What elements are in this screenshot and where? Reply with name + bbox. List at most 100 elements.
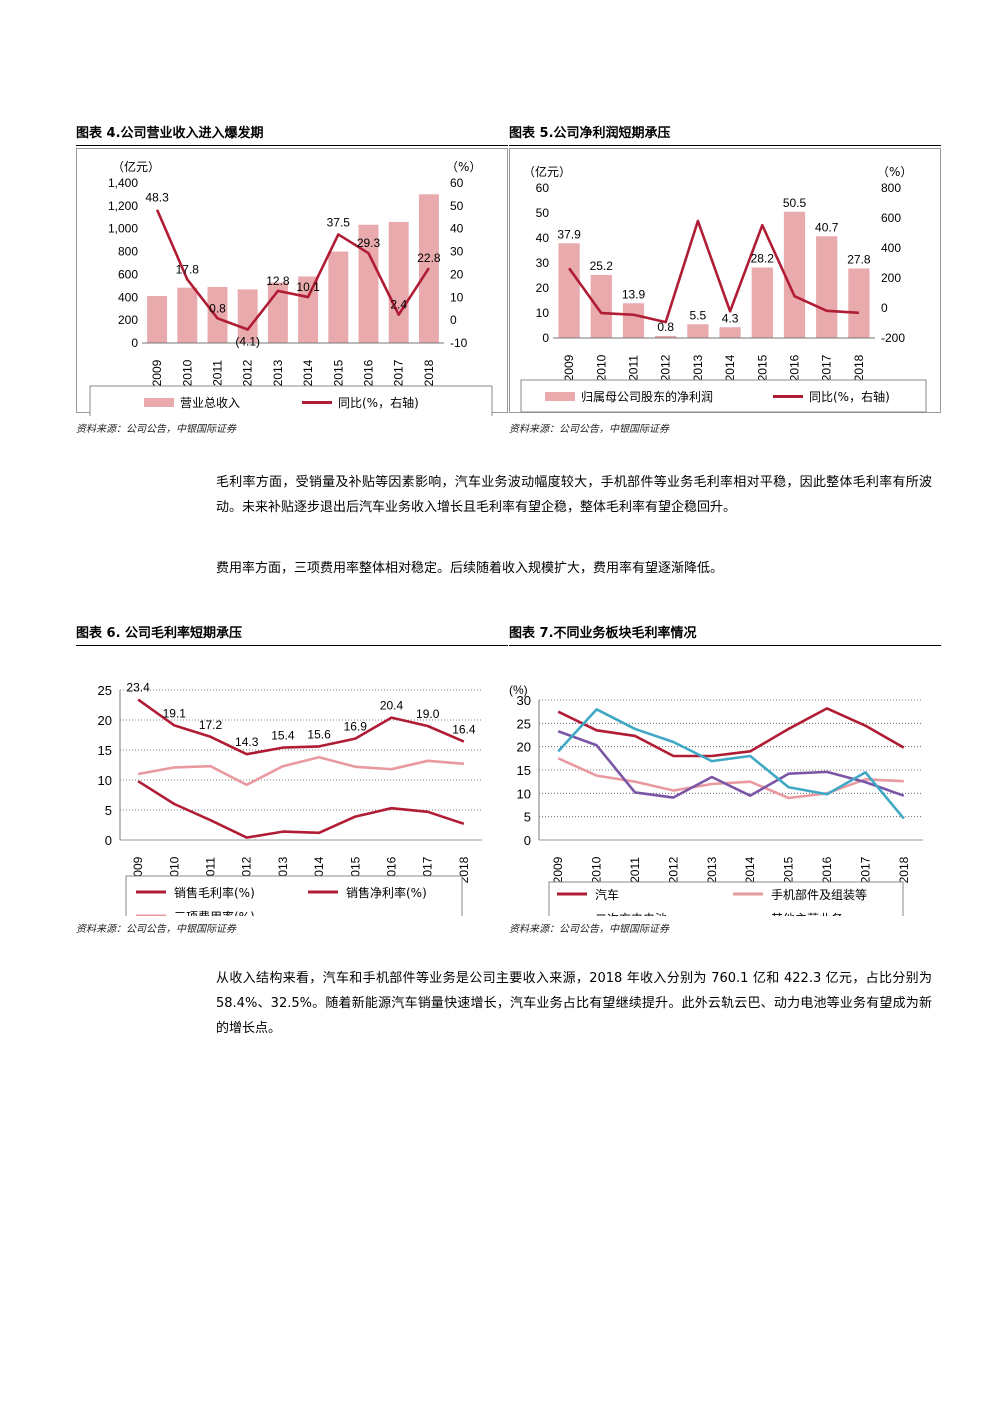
- data-label: 28.2: [751, 252, 775, 266]
- legend-bar-swatch: [144, 398, 174, 407]
- right-tick-label: 0: [450, 313, 457, 327]
- x-tick-label: 2012: [659, 354, 673, 381]
- right-tick-label: -200: [881, 331, 905, 345]
- x-tick-label: 2009: [562, 354, 576, 381]
- x-tick-label: 2011: [211, 360, 225, 386]
- right-tick-label: 20: [450, 267, 464, 281]
- x-tick-label: 2010: [180, 359, 194, 386]
- figure-4-source: 资料来源：公司公告，中银国际证券: [76, 424, 236, 435]
- bar: [848, 268, 870, 338]
- legend-bar-label: 归属母公司股东的净利润: [581, 389, 713, 404]
- y-tick-label: 10: [517, 786, 531, 801]
- bar: [207, 287, 228, 343]
- x-tick-label: 2015: [755, 354, 769, 381]
- y-tick-label: 30: [517, 693, 531, 708]
- left-tick-label: 800: [118, 245, 138, 259]
- left-tick-label: 0: [131, 336, 138, 350]
- right-tick-label: 40: [450, 222, 464, 236]
- left-tick-label: 60: [536, 181, 550, 195]
- legend-bar-swatch: [545, 392, 575, 401]
- x-tick-label: 2015: [782, 856, 796, 883]
- left-tick-label: 200: [118, 313, 138, 327]
- bar: [298, 276, 319, 343]
- right-axis-unit: （%）: [877, 165, 912, 179]
- series-line-3: [557, 708, 905, 820]
- data-label: 19.1: [163, 706, 187, 720]
- paragraph-revenue-structure: 从收入结构来看，汽车和手机部件等业务是公司主要收入来源，2018 年收入分别为 …: [216, 966, 932, 1041]
- y-tick-label: 20: [517, 740, 531, 755]
- left-tick-label: 10: [536, 306, 550, 320]
- data-label: 16.4: [452, 723, 476, 737]
- right-tick-label: 200: [881, 271, 901, 285]
- x-tick-label: 2011: [628, 857, 642, 883]
- bar: [237, 289, 258, 343]
- x-tick-label: 2017: [820, 354, 834, 381]
- right-tick-label: 0: [881, 301, 888, 315]
- y-tick-label: 10: [98, 773, 112, 788]
- figure-5-chart: （亿元） （%） 0 10 20 30 40 50 60 -200 0 200 400 600 800 37.…: [509, 148, 941, 413]
- data-label: 50.5: [783, 196, 807, 210]
- y-tick-label: 20: [98, 713, 112, 728]
- paragraph-revenue-structure-text: 从收入结构来看，汽车和手机部件等业务是公司主要收入来源，2018 年收入分别为 …: [216, 971, 932, 1036]
- x-tick-label: 2017: [392, 359, 406, 386]
- legend-label: 其他主营业务: [771, 911, 843, 916]
- bar: [816, 236, 838, 338]
- left-tick-label: 1,400: [108, 176, 138, 190]
- left-tick-label: 1,000: [108, 222, 138, 236]
- x-tick-label: 2014: [301, 359, 315, 386]
- x-tick-label: 2013: [691, 354, 705, 381]
- legend-box: [548, 881, 904, 916]
- data-label: 37.9: [557, 227, 581, 241]
- figure-6-source: 资料来源：公司公告，中银国际证券: [76, 924, 236, 935]
- paragraph-expense-ratio-text: 费用率方面，三项费用率整体相对稳定。后续随着收入规模扩大，费用率有望逐渐降低。: [216, 561, 724, 576]
- right-tick-label: 60: [450, 176, 464, 190]
- bar: [147, 296, 168, 343]
- data-label: 0.8: [657, 320, 674, 334]
- figure-5-source: 资料来源：公司公告，中银国际证券: [509, 424, 669, 435]
- data-label: 10.1: [296, 280, 320, 294]
- x-tick-label: 2009: [150, 359, 164, 386]
- legend-label: 二次充电电池: [595, 911, 667, 916]
- data-label: 0.8: [209, 301, 226, 315]
- y-tick-label: 25: [98, 683, 112, 698]
- left-tick-label: 50: [536, 206, 550, 220]
- data-label: 25.2: [590, 259, 614, 273]
- left-tick-label: 1,200: [108, 199, 138, 213]
- data-label: 37.5: [327, 215, 351, 229]
- figure-7-title: 图表 7.不同业务板块毛利率情况: [509, 626, 941, 646]
- figure-5: 图表 5.公司净利润短期承压 （亿元） （%） 0 10 20 30 40 50 60 -200 0…: [509, 126, 941, 435]
- x-tick-label: 2018: [852, 354, 866, 381]
- right-tick-label: 800: [881, 181, 901, 195]
- figure-4-chart: （亿元） （%） 0 200 400 600 800 1,000 1,200 1,400 -10 0 1…: [76, 148, 508, 416]
- legend-box: [125, 875, 463, 916]
- paragraph-gross-margin: 毛利率方面，受销量及补贴等因素影响，汽车业务波动幅度较大，手机部件等业务毛利率相…: [216, 470, 932, 520]
- bar: [783, 211, 806, 338]
- data-label: 5.5: [690, 308, 707, 322]
- bar: [687, 324, 709, 338]
- right-tick-label: 30: [450, 245, 464, 259]
- legend-label: 销售毛利率(%): [174, 885, 255, 900]
- bar: [558, 243, 580, 338]
- figure-4: 图表 4.公司营业收入进入爆发期 （亿元） （%） 0 200 400 600 800 1,0…: [76, 126, 508, 435]
- figure-7-chart: (%) 0 5 10 15 20 25 30 2009 2010 2011 2012 2013 2014 2…: [509, 683, 923, 916]
- x-tick-label: 2010: [590, 856, 604, 883]
- legend-bar-label: 营业总收入: [180, 396, 240, 410]
- data-label: 16.9: [344, 720, 368, 734]
- left-tick-label: 30: [536, 256, 550, 270]
- y-tick-label: 0: [105, 833, 112, 848]
- right-tick-label: -10: [450, 336, 468, 350]
- series-line-0: [137, 698, 465, 756]
- x-tick-label: 2018: [897, 856, 911, 883]
- legend-label: 三项费用率(%): [174, 909, 255, 916]
- data-label: 15.4: [271, 729, 295, 743]
- x-tick-label: 2011: [627, 355, 641, 381]
- data-label: 40.7: [815, 220, 839, 234]
- x-tick-label: 2010: [594, 354, 608, 381]
- bar: [719, 327, 741, 338]
- x-tick-label: 2012: [666, 856, 680, 883]
- left-tick-label: 40: [536, 231, 550, 245]
- bar: [751, 267, 773, 338]
- series-line-2: [557, 730, 905, 799]
- data-label: 17.8: [176, 262, 200, 276]
- bar: [622, 303, 645, 338]
